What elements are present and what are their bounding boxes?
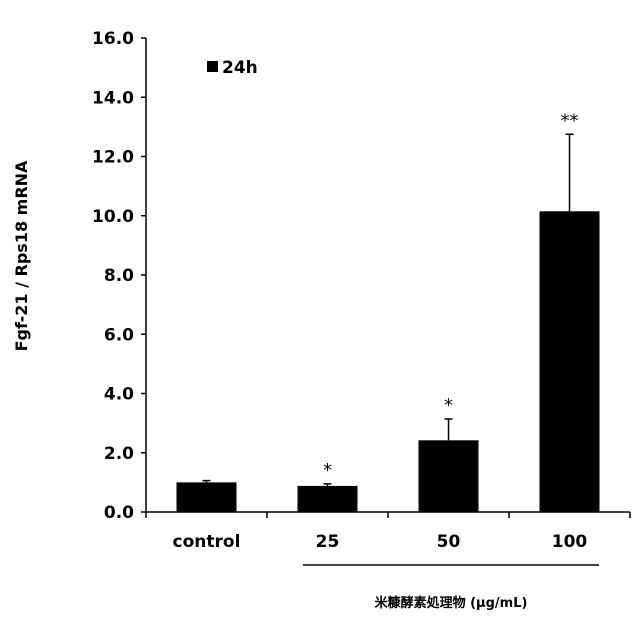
y-tick-label: 0.0 bbox=[104, 503, 134, 523]
bar bbox=[298, 486, 358, 512]
y-axis-ticks: 0.0 2.0 4.0 6.0 8.0 10.0 12.0 14.0 16.0 bbox=[92, 29, 146, 523]
significance-mark: * bbox=[323, 460, 332, 481]
y-tick-label: 16.0 bbox=[92, 29, 134, 49]
y-axis-label: Fgf-21 / Rps18 mRNA bbox=[12, 160, 31, 351]
significance-mark: * bbox=[444, 395, 453, 416]
y-tick-label: 14.0 bbox=[92, 88, 134, 108]
y-tick-label: 2.0 bbox=[104, 444, 134, 464]
legend: 24h bbox=[207, 58, 258, 78]
y-tick-label: 12.0 bbox=[92, 148, 134, 168]
x-category-label: control bbox=[173, 532, 241, 552]
legend-swatch bbox=[207, 61, 218, 72]
y-tick-label: 10.0 bbox=[92, 207, 134, 227]
y-tick-label: 6.0 bbox=[104, 325, 134, 345]
bar bbox=[540, 211, 600, 512]
y-tick-label: 4.0 bbox=[104, 385, 134, 405]
bar bbox=[177, 482, 237, 512]
bars: **** bbox=[177, 110, 600, 512]
y-tick-label: 8.0 bbox=[104, 266, 134, 286]
x-category-label: 25 bbox=[316, 532, 340, 552]
bar bbox=[419, 440, 479, 512]
significance-mark: ** bbox=[561, 110, 579, 131]
x-axis-label: 米糠酵素処理物 (μg/mL) bbox=[375, 595, 528, 611]
legend-label: 24h bbox=[222, 58, 258, 78]
x-axis-categories: control 25 50 100 bbox=[146, 512, 630, 552]
x-category-label: 50 bbox=[437, 532, 461, 552]
x-category-label: 100 bbox=[552, 532, 588, 552]
